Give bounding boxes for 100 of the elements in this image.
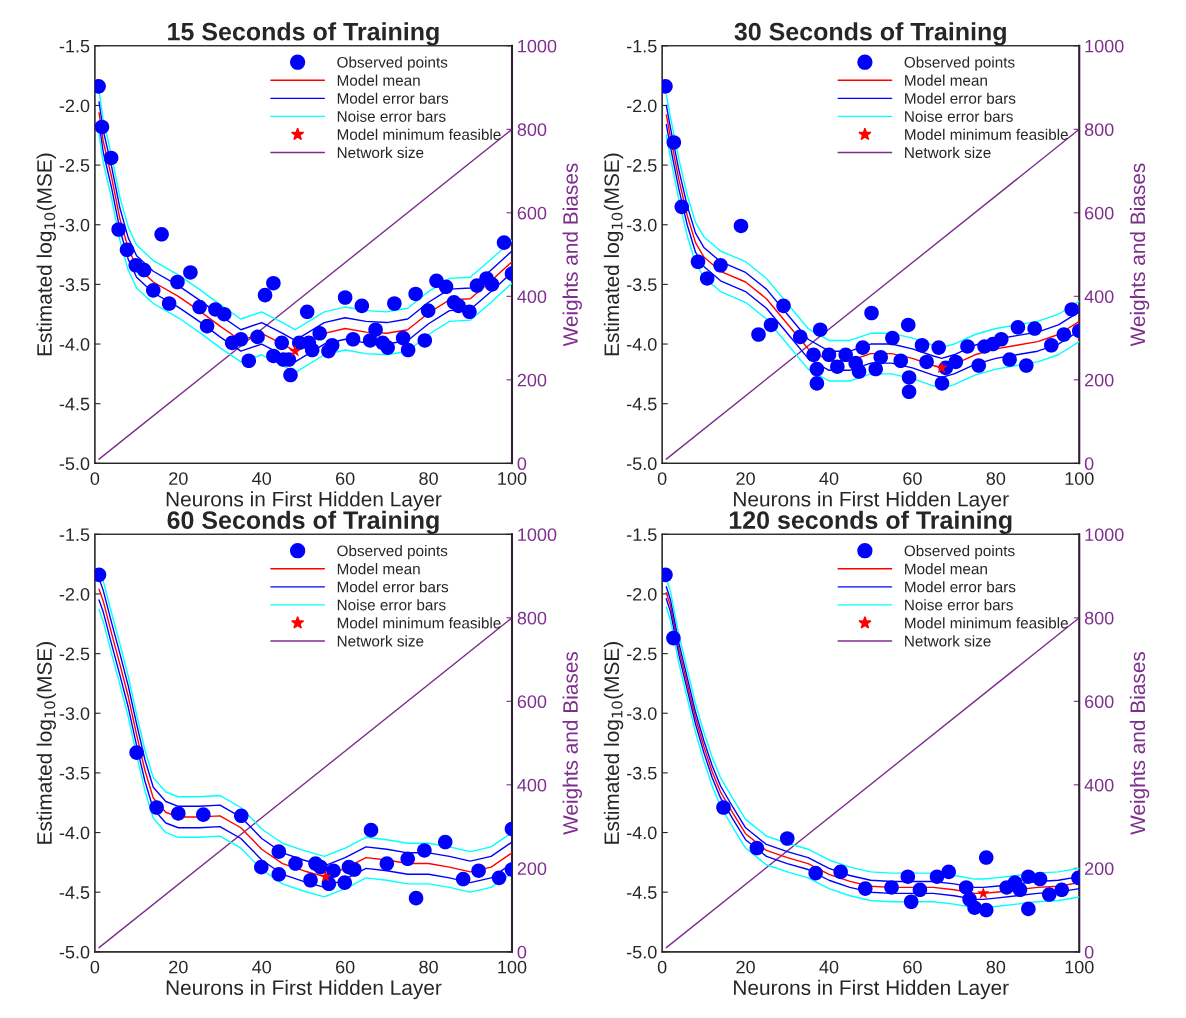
- y-axis-title: Estimated log$_{10}$(MSE): [36, 153, 56, 356]
- x-tick-label: 0: [657, 472, 667, 485]
- point: [119, 242, 135, 258]
- x-tick-label: 20: [169, 472, 188, 485]
- point: [893, 353, 909, 369]
- point: [337, 875, 353, 890]
- point: [387, 296, 402, 311]
- point: [324, 337, 340, 353]
- x-axis-title: Neurons in First Hidden Layer: [166, 491, 442, 511]
- point: [303, 872, 318, 888]
- legend-label: Model minimum feasible: [337, 128, 501, 140]
- y-axis-title: Estimated log$_{10}$(MSE): [603, 642, 624, 844]
- point: [149, 800, 164, 815]
- y-tick-label: -4.5: [59, 397, 90, 411]
- point: [288, 856, 303, 871]
- legend-label: Observed points: [904, 56, 1015, 71]
- legend-label: Model minimum feasible: [905, 617, 1068, 629]
- point: [491, 870, 507, 886]
- point: [400, 851, 415, 867]
- point: [978, 902, 994, 918]
- x-tick-label: 60: [903, 472, 922, 485]
- x-tick-label: 80: [986, 472, 1006, 485]
- point: [666, 135, 682, 150]
- x-tick-label: 80: [986, 960, 1006, 974]
- point: [751, 327, 766, 342]
- x-tick-label: 20: [169, 960, 188, 974]
- point: [183, 265, 198, 280]
- point: [733, 218, 749, 234]
- point: [903, 894, 919, 910]
- y-tick-label: -2.5: [59, 647, 90, 661]
- legend-label: Model error bars: [905, 92, 1016, 104]
- point: [901, 384, 917, 400]
- x-axis-title: Neurons in First Hidden Layer: [734, 979, 1009, 1000]
- x-tick-label: 20: [736, 472, 755, 485]
- point: [808, 865, 823, 881]
- y2-tick-label: 600: [1085, 206, 1114, 220]
- y-tick-label: -3.5: [59, 766, 90, 780]
- point: [451, 298, 466, 314]
- y-tick-label: -2.5: [626, 159, 657, 172]
- point: [838, 347, 853, 363]
- point: [199, 318, 215, 334]
- point: [288, 344, 302, 357]
- point: [241, 353, 257, 369]
- point: [437, 834, 453, 850]
- x-tick-label: 100: [1065, 960, 1094, 974]
- y-tick-label: -2.0: [59, 99, 90, 113]
- point: [666, 630, 681, 646]
- legend-label: Model mean: [337, 74, 420, 86]
- point: [455, 871, 471, 887]
- x-tick-label: 0: [657, 960, 667, 974]
- point: [271, 867, 287, 882]
- y-tick-label: -5.0: [626, 945, 657, 959]
- point: [884, 880, 899, 895]
- legend-label: Model error bars: [337, 92, 449, 104]
- y2-tick-label: 200: [517, 373, 547, 387]
- point: [170, 274, 185, 290]
- y2-tick-label: 0: [1084, 945, 1094, 959]
- y2-tick-label: 400: [517, 778, 547, 792]
- y2-tick-label: 200: [517, 862, 547, 876]
- point: [977, 886, 990, 899]
- point: [934, 376, 950, 391]
- point: [912, 882, 928, 898]
- point: [830, 359, 845, 374]
- x-tick-label: 0: [90, 472, 100, 485]
- y2-tick-label: 800: [517, 611, 547, 625]
- point: [971, 358, 987, 373]
- y2-tick-label: 0: [517, 457, 527, 471]
- y2-tick-label: 1000: [518, 39, 557, 53]
- y-tick-label: -4.5: [59, 886, 90, 899]
- legend-label: Observed points: [337, 56, 448, 71]
- y-tick-label: -5.0: [59, 457, 90, 471]
- x-tick-label: 80: [419, 472, 438, 485]
- point: [809, 361, 825, 377]
- point: [873, 349, 888, 365]
- point: [1010, 320, 1026, 335]
- y2-tick-label: 800: [517, 123, 547, 137]
- point: [919, 354, 934, 370]
- point: [978, 850, 994, 865]
- y-tick-label: -2.5: [59, 159, 90, 172]
- point: [958, 880, 974, 895]
- point: [363, 822, 379, 838]
- legend-label: Model error bars: [337, 581, 449, 593]
- y-tick-label: -1.5: [626, 528, 657, 542]
- y2-tick-label: 200: [1085, 373, 1114, 387]
- y-tick-label: -2.5: [626, 647, 657, 661]
- point: [257, 287, 273, 303]
- chart-title: 30 Seconds of Training: [734, 22, 1006, 46]
- x-tick-label: 0: [90, 960, 100, 974]
- x-tick-label: 40: [819, 960, 839, 974]
- x-axis-title: Neurons in First Hidden Layer: [166, 979, 442, 1000]
- point: [1019, 358, 1034, 373]
- point: [299, 304, 315, 320]
- point: [312, 326, 327, 341]
- point: [993, 331, 1009, 347]
- point: [929, 869, 945, 884]
- point: [855, 340, 871, 355]
- y-tick-label: -5.0: [59, 945, 90, 959]
- point: [216, 306, 232, 322]
- point: [438, 279, 454, 295]
- point: [254, 859, 269, 875]
